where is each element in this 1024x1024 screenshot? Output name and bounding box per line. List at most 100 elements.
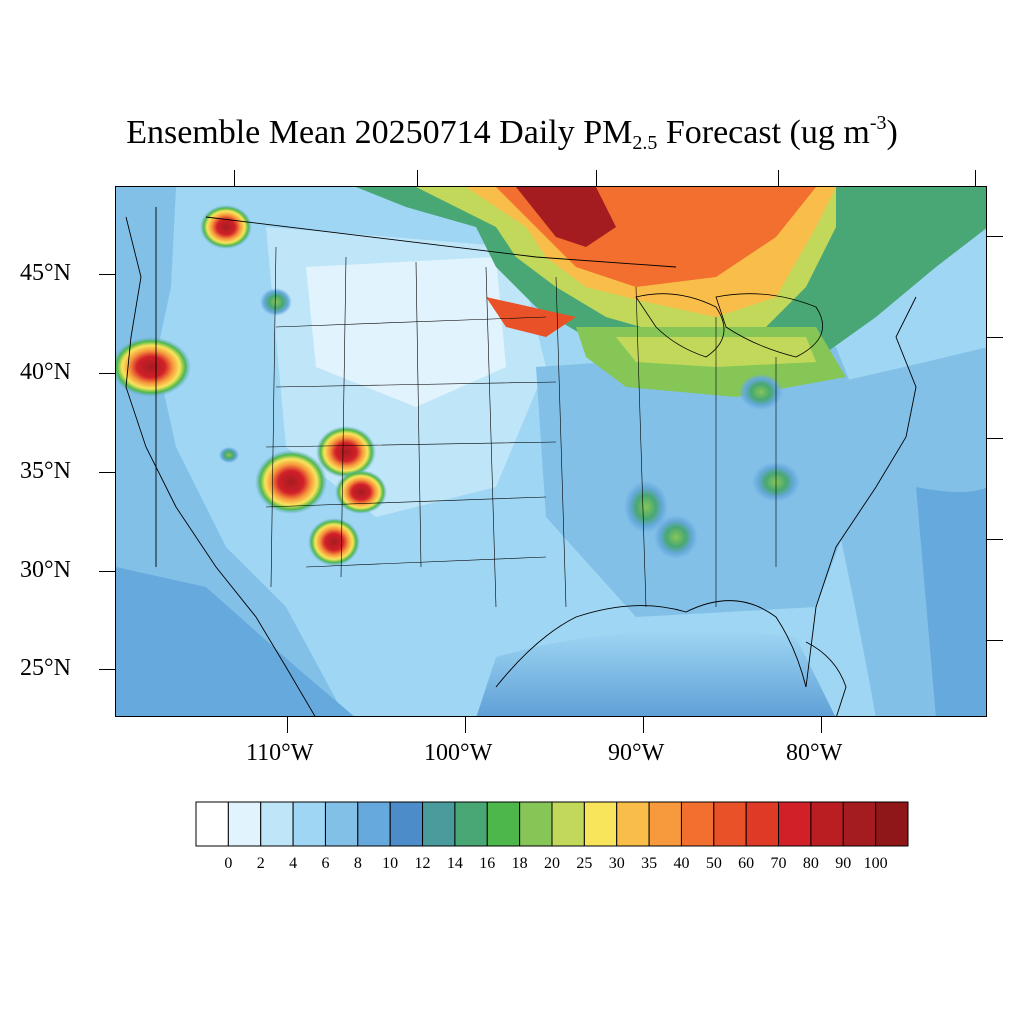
colorbar-label: 20 xyxy=(544,855,560,872)
lon-label-80w: 80°W xyxy=(786,740,843,766)
lon-label-100w: 100°W xyxy=(424,740,493,766)
colorbar-swatch xyxy=(648,801,682,847)
hotspot-new-mexico-south xyxy=(308,518,360,566)
lon-label-110w: 110°W xyxy=(246,740,314,766)
colorbar-swatch xyxy=(745,801,780,847)
tick-right-5 xyxy=(987,640,1003,641)
tick-bottom-3 xyxy=(643,717,644,733)
canada-border xyxy=(205,216,677,268)
florida-line xyxy=(805,641,847,716)
colorbar-label: 6 xyxy=(321,855,330,872)
gulf-field xyxy=(476,630,836,716)
colorbar-swatch xyxy=(227,801,262,847)
colorbar-label: 14 xyxy=(446,855,463,872)
title-text: Ensemble Mean 20250714 Daily PM xyxy=(126,114,633,151)
tick-left-3 xyxy=(99,472,115,473)
colorbar-label: 12 xyxy=(414,855,431,872)
colorbar-swatch xyxy=(454,801,488,847)
pm25-map-svg xyxy=(116,187,986,716)
lon-label-90w: 90°W xyxy=(608,740,665,766)
colorbar-swatch xyxy=(486,801,521,847)
atlantic-deep xyxy=(916,487,986,716)
colorbar-swatch xyxy=(616,801,650,847)
colorbar-swatch xyxy=(324,801,359,847)
hotspot-utah xyxy=(255,450,327,514)
tick-bottom-4 xyxy=(821,717,822,733)
colorbar-label: 70 xyxy=(770,855,787,872)
tick-right-2 xyxy=(987,337,1003,338)
colorbar-label: 30 xyxy=(608,855,625,872)
hotspot-nevada xyxy=(219,447,239,463)
title-units: Forecast (ug m xyxy=(657,114,870,151)
colorbar-label: 40 xyxy=(673,855,690,872)
title-close: ) xyxy=(886,114,898,151)
boundaries xyxy=(125,207,917,716)
tick-top-4 xyxy=(778,170,779,186)
colorbar-swatch xyxy=(875,801,909,847)
east-field xyxy=(536,347,876,617)
colorbar-label: 0 xyxy=(224,855,233,872)
lat-label-35: 35°N xyxy=(20,458,71,484)
hotspot-alabama xyxy=(654,515,698,559)
tick-right-1 xyxy=(987,236,1003,237)
west-cleanest xyxy=(306,257,506,407)
lat-label-45: 45°N xyxy=(20,260,71,286)
colorbar-swatch xyxy=(810,801,844,847)
tick-right-3 xyxy=(987,438,1003,439)
colorbar-swatch xyxy=(583,801,618,847)
colorbar-swatch xyxy=(260,801,294,847)
colorbar-swatch xyxy=(842,801,877,847)
colorbar-swatch xyxy=(778,801,812,847)
colorbar-label: 80 xyxy=(802,855,819,872)
tick-left-2 xyxy=(99,373,115,374)
title-subscript: 2.5 xyxy=(632,132,658,154)
colorbar-swatch xyxy=(195,801,229,847)
gulf-coast-line xyxy=(495,600,807,688)
state-lines-h xyxy=(265,316,557,568)
colorbar-label: 4 xyxy=(289,855,298,872)
hotspot-california xyxy=(116,337,191,397)
plume-lobe xyxy=(486,297,576,337)
pacific-deep xyxy=(116,567,354,716)
hotspot-montana xyxy=(260,288,292,316)
colorbar-swatch xyxy=(292,801,326,847)
colorbar-swatch xyxy=(422,801,456,847)
tick-left-1 xyxy=(99,274,115,275)
colorbar-label: 16 xyxy=(479,855,496,872)
colorbar-label: 25 xyxy=(576,855,593,872)
plume-peak xyxy=(516,187,616,247)
lat-label-40: 40°N xyxy=(20,359,71,385)
hotspot-mississippi xyxy=(624,481,668,533)
tick-bottom-1 xyxy=(287,717,288,733)
hotspot-pennsylvania xyxy=(739,374,783,410)
title-superscript: -3 xyxy=(869,112,887,134)
colorbar-label: 10 xyxy=(382,855,399,872)
colorbar-label: 100 xyxy=(863,855,888,872)
hotspot-colorado xyxy=(316,426,376,478)
colorbar xyxy=(195,801,909,847)
lat-label-25: 25°N xyxy=(20,655,71,681)
colorbar-swatch xyxy=(680,801,715,847)
lake-huron-line xyxy=(715,293,824,358)
colorbar-swatch xyxy=(551,801,585,847)
colorbar-label: 2 xyxy=(256,855,265,872)
colorbar-label: 60 xyxy=(738,855,755,872)
hotspot-idaho xyxy=(200,205,252,249)
tick-bottom-2 xyxy=(465,717,466,733)
state-lines-v xyxy=(270,246,777,608)
tick-top-3 xyxy=(596,170,597,186)
colorbar-label: 35 xyxy=(641,855,658,872)
tick-left-4 xyxy=(99,571,115,572)
tick-top-2 xyxy=(417,170,418,186)
colorbar-swatch xyxy=(713,801,747,847)
lat-label-30: 30°N xyxy=(20,557,71,583)
colorbar-label: 18 xyxy=(511,855,528,872)
colorbar-label: 50 xyxy=(705,855,722,872)
colorbar-swatch xyxy=(519,801,553,847)
colorbar-swatch xyxy=(389,801,424,847)
tick-top-5 xyxy=(975,170,976,186)
west-coast-line xyxy=(125,216,316,716)
lake-michigan-line xyxy=(635,293,725,358)
colorbar-swatch xyxy=(357,801,391,847)
tick-right-4 xyxy=(987,539,1003,540)
